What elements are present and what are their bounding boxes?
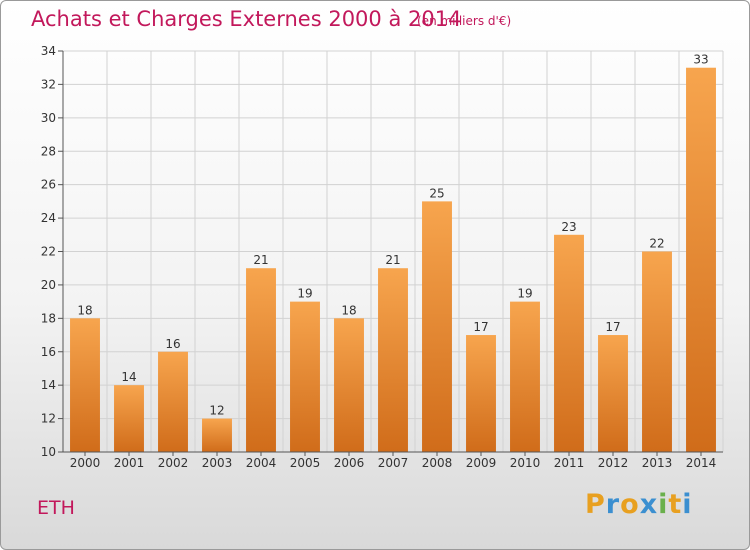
bar-value-label: 18 bbox=[341, 303, 356, 317]
y-tick-label: 20 bbox=[41, 278, 56, 292]
bar-value-label: 25 bbox=[429, 186, 444, 200]
chart-subtitle: (en milliers d'€) bbox=[417, 14, 512, 28]
commune-name: ETH bbox=[37, 497, 75, 519]
y-tick-label: 24 bbox=[41, 211, 56, 225]
logo-letter: r bbox=[605, 489, 621, 520]
logo-letter: P bbox=[585, 489, 606, 520]
logo-letter: t bbox=[668, 489, 683, 520]
bar bbox=[158, 351, 188, 452]
x-tick-label: 2008 bbox=[422, 456, 453, 470]
y-tick-label: 12 bbox=[41, 412, 56, 426]
bar bbox=[290, 301, 320, 452]
y-tick-label: 32 bbox=[41, 77, 56, 91]
x-tick-label: 2011 bbox=[554, 456, 585, 470]
bar bbox=[334, 318, 364, 452]
bar bbox=[202, 418, 232, 452]
x-tick-label: 2009 bbox=[466, 456, 497, 470]
logo-letter: i bbox=[658, 489, 669, 520]
logo-letter: i bbox=[682, 489, 693, 520]
x-tick-label: 2010 bbox=[510, 456, 541, 470]
x-tick-label: 2004 bbox=[246, 456, 277, 470]
bar-value-label: 21 bbox=[253, 253, 268, 267]
bar-value-label: 21 bbox=[385, 253, 400, 267]
bar-value-label: 23 bbox=[561, 220, 576, 234]
y-tick-label: 34 bbox=[41, 44, 56, 58]
bar bbox=[598, 335, 628, 452]
bar-value-label: 18 bbox=[77, 303, 92, 317]
logo-letter: o bbox=[620, 489, 640, 520]
bar bbox=[246, 268, 276, 452]
bar bbox=[114, 385, 144, 452]
x-tick-label: 2003 bbox=[202, 456, 233, 470]
bar bbox=[554, 234, 584, 452]
proxiti-logo[interactable]: Proxiti bbox=[585, 489, 693, 520]
bar-value-label: 14 bbox=[121, 370, 136, 384]
chart-title: Achats et Charges Externes 2000 à 2014 bbox=[31, 7, 462, 31]
x-tick-label: 2005 bbox=[290, 456, 321, 470]
x-tick-label: 2014 bbox=[686, 456, 717, 470]
y-tick-label: 28 bbox=[41, 144, 56, 158]
bar-value-label: 19 bbox=[297, 287, 312, 301]
y-tick-label: 16 bbox=[41, 345, 56, 359]
x-tick-label: 2007 bbox=[378, 456, 409, 470]
x-tick-label: 2013 bbox=[642, 456, 673, 470]
bar bbox=[510, 301, 540, 452]
bar bbox=[378, 268, 408, 452]
y-tick-label: 22 bbox=[41, 245, 56, 259]
y-tick-label: 14 bbox=[41, 378, 56, 392]
bar bbox=[70, 318, 100, 452]
x-tick-label: 2012 bbox=[598, 456, 629, 470]
y-tick-label: 18 bbox=[41, 311, 56, 325]
logo-letter: x bbox=[639, 489, 659, 520]
bar bbox=[642, 251, 672, 452]
bar-value-label: 33 bbox=[693, 53, 708, 67]
x-tick-label: 2006 bbox=[334, 456, 365, 470]
bar bbox=[422, 201, 452, 452]
x-tick-label: 2000 bbox=[70, 456, 101, 470]
bar-value-label: 12 bbox=[209, 404, 224, 418]
x-tick-label: 2002 bbox=[158, 456, 189, 470]
bar bbox=[686, 67, 716, 452]
y-tick-label: 10 bbox=[41, 445, 56, 459]
bar-value-label: 17 bbox=[473, 320, 488, 334]
bar-value-label: 16 bbox=[165, 337, 180, 351]
y-tick-label: 26 bbox=[41, 178, 56, 192]
bar bbox=[466, 335, 496, 452]
bar-value-label: 17 bbox=[605, 320, 620, 334]
bar-value-label: 22 bbox=[649, 237, 664, 251]
bar-value-label: 19 bbox=[517, 287, 532, 301]
x-tick-label: 2001 bbox=[114, 456, 145, 470]
y-tick-label: 30 bbox=[41, 111, 56, 125]
